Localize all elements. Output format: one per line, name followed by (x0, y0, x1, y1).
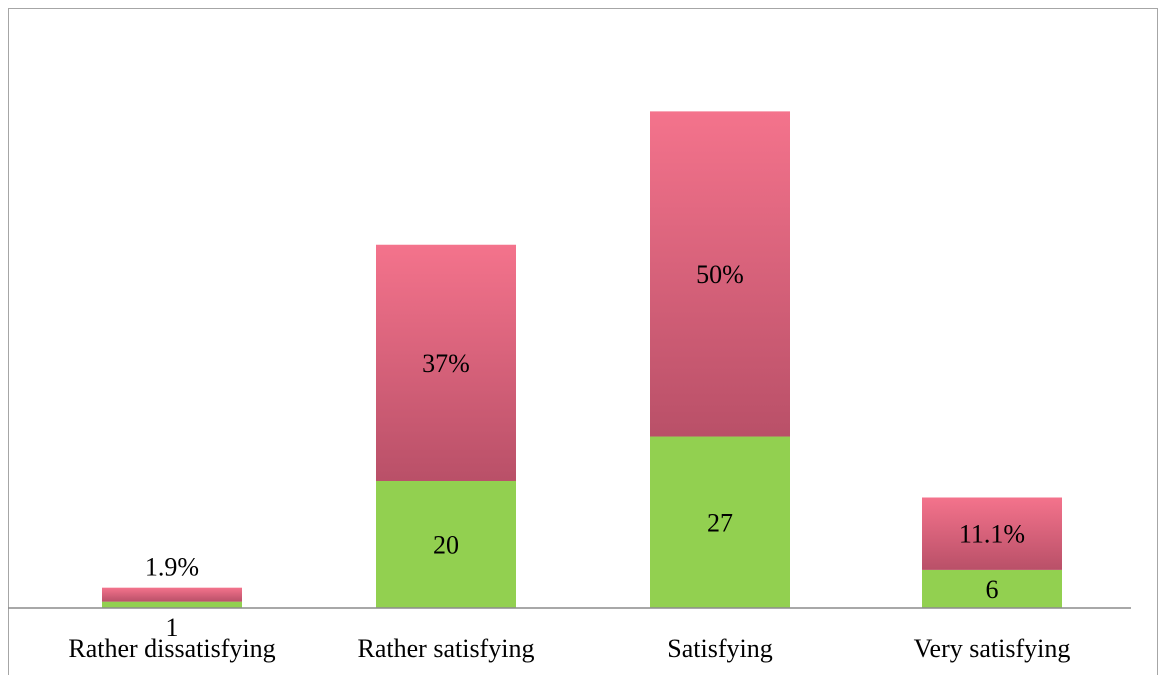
bar-pink-rather-satisfying (376, 244, 516, 481)
data-label-percent-rather-dissatisfying: 1.9% (145, 553, 199, 582)
chart-frame (8, 8, 1158, 675)
x-tick-label-rather-dissatisfying: Rather dissatisfying (68, 634, 275, 663)
data-label-count-satisfying: 27 (707, 508, 733, 537)
x-tick-label-satisfying: Satisfying (667, 634, 772, 663)
data-label-count-rather-dissatisfying: 1 (166, 613, 179, 642)
x-tick-label-very-satisfying: Very satisfying (914, 634, 1071, 663)
bar-green-rather-dissatisfying (102, 601, 242, 608)
x-tick-label-rather-satisfying: Rather satisfying (358, 634, 535, 663)
data-label-percent-rather-satisfying: 37% (422, 349, 470, 378)
labels-layer: 1 1.9% Rather dissatisfying 20 37% Rather sat… (68, 260, 1070, 663)
data-label-percent-very-satisfying: 11.1% (959, 520, 1025, 549)
bar-pink-very-satisfying (922, 497, 1062, 570)
data-label-count-very-satisfying: 6 (986, 575, 999, 604)
bar-pink-rather-dissatisfying (102, 587, 242, 602)
data-label-percent-satisfying: 50% (696, 260, 744, 289)
bar-green-very-satisfying (922, 569, 1062, 608)
data-label-count-rather-satisfying: 20 (433, 530, 459, 559)
bar-green-rather-satisfying (376, 480, 516, 608)
bar-pink-satisfying (650, 111, 790, 437)
bar-green-satisfying (650, 436, 790, 608)
bars-layer (102, 111, 1062, 608)
